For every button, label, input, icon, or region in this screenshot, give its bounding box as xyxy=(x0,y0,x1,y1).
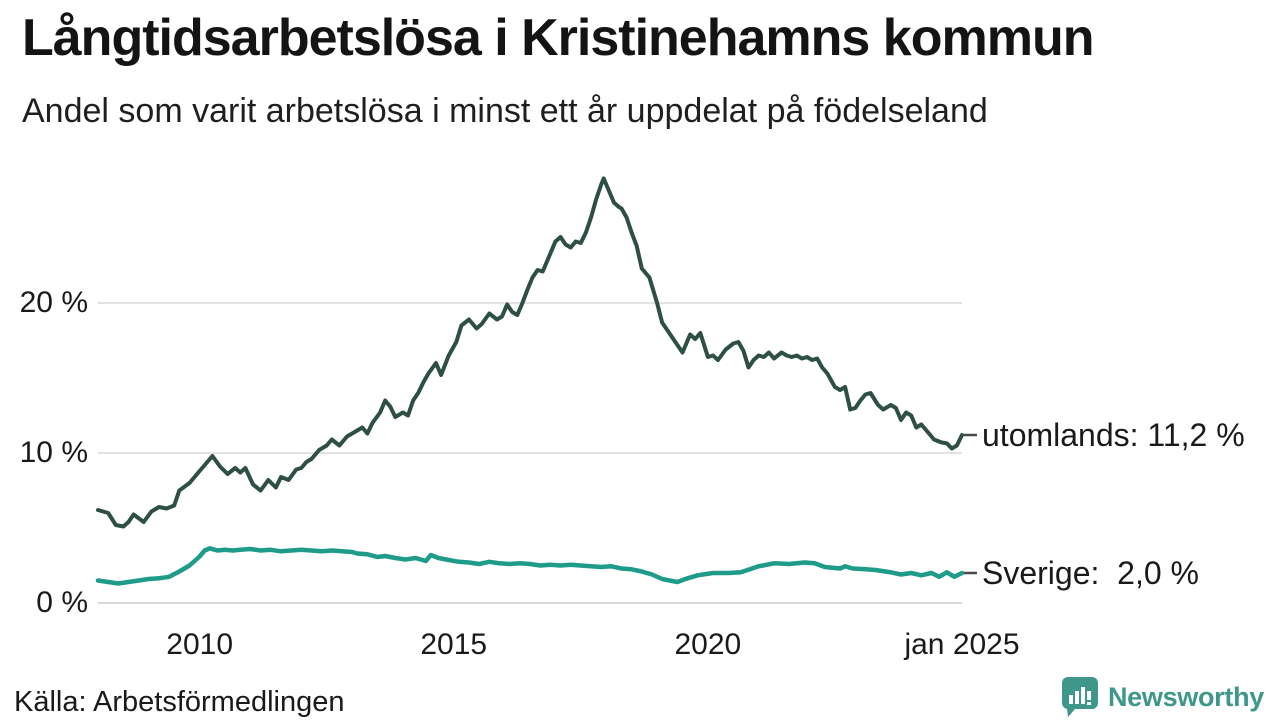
y-axis-label-10: 10 % xyxy=(19,436,88,469)
x-axis-label-2010: 2010 xyxy=(166,628,234,661)
bar-chart-speech-bubble-icon xyxy=(1061,677,1098,717)
x-axis-label-2020: 2020 xyxy=(674,628,742,661)
utomlands-line xyxy=(96,176,964,529)
sverige-line xyxy=(95,546,965,586)
y-axis-label-0: 0 % xyxy=(36,586,88,619)
branding-name: Newsworthy xyxy=(1107,681,1264,712)
page-title: Långtidsarbetslösa i Kristinehamns kommu… xyxy=(22,9,1094,67)
branding: Newsworthy xyxy=(1061,676,1264,718)
chart-subtitle: Andel som varit arbetslösa i minst ett å… xyxy=(22,92,988,130)
x-axis-label-2025: jan 2025 xyxy=(904,628,1020,661)
x-axis-label-2015: 2015 xyxy=(420,628,488,661)
y-axis-label-20: 20 % xyxy=(19,286,88,319)
source-note: Källa: Arbetsförmedlingen xyxy=(14,686,345,718)
sverige-end-label: Sverige: 2,0 % xyxy=(982,555,1199,591)
utomlands-end-label: utomlands: 11,2 % xyxy=(982,417,1245,453)
